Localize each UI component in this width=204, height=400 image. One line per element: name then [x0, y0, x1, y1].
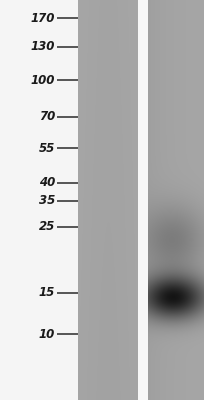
Text: 15: 15: [39, 286, 55, 300]
Text: 130: 130: [31, 40, 55, 54]
Text: 70: 70: [39, 110, 55, 124]
Text: 170: 170: [31, 12, 55, 24]
Text: 25: 25: [39, 220, 55, 234]
Text: 100: 100: [31, 74, 55, 86]
Text: 40: 40: [39, 176, 55, 190]
Text: 55: 55: [39, 142, 55, 154]
Text: 35: 35: [39, 194, 55, 208]
Text: 10: 10: [39, 328, 55, 340]
